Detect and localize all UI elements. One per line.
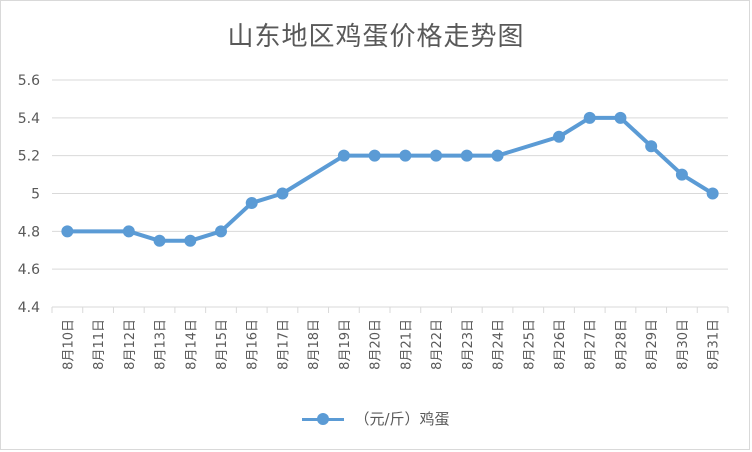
data-point [184,234,197,247]
x-tick-label: 8月28日 [614,319,629,370]
x-tick-label: 8月13日 [154,319,169,370]
chart-title: 山东地区鸡蛋价格走势图 [227,22,525,52]
data-point [153,234,166,247]
x-tick-label: 8月17日 [276,319,291,370]
data-point [706,187,719,200]
data-point [368,149,381,162]
x-tick-label: 8月14日 [184,319,199,370]
data-point [276,187,289,200]
x-tick-label: 8月27日 [584,319,599,370]
y-tick-label: 4.8 [18,224,40,240]
x-tick-label: 8月15日 [215,319,230,370]
data-point [245,196,258,209]
x-tick-label: 8月11日 [92,319,107,370]
data-point [215,225,227,238]
y-tick-label: 4.4 [18,300,40,316]
data-point [645,140,658,153]
x-tick-label: 8月21日 [399,319,414,370]
data-point [337,149,350,162]
y-tick-label: 4.6 [18,262,40,278]
x-tick-label: 8月30日 [676,319,691,370]
y-tick-label: 5.6 [18,73,40,89]
y-tick-label: 5 [31,187,40,203]
x-tick-label: 8月22日 [430,319,445,370]
x-tick-label: 8月23日 [461,319,476,370]
x-tick-label: 8月19日 [338,319,353,370]
x-tick-label: 8月20日 [369,319,384,370]
legend-point-marker [317,412,330,425]
x-tick-label: 8月25日 [522,319,537,370]
x-tick-label: 8月31日 [707,319,722,370]
data-point [430,149,443,162]
x-tick-label: 8月16日 [246,319,261,370]
data-point [61,225,74,238]
data-point [553,130,565,143]
data-point [491,149,504,162]
data-point [460,149,473,162]
legend-label: （元/斤）鸡蛋 [354,410,450,428]
x-tick-label: 8月10日 [61,319,76,370]
x-tick-label: 8月24日 [492,319,507,370]
data-point [583,111,596,124]
y-tick-label: 5.2 [18,149,40,165]
legend-swatch [302,412,345,425]
data-point [399,149,412,162]
data-point [614,111,627,124]
data-point [675,168,688,181]
x-tick-label: 8月12日 [123,319,138,370]
series-line [65,115,715,243]
x-tick-label: 8月18日 [307,319,322,370]
data-point [122,225,135,238]
y-tick-label: 5.4 [18,111,40,127]
x-tick-label: 8月26日 [553,319,568,370]
legend: （元/斤）鸡蛋 [0,408,752,429]
x-tick-label: 8月29日 [645,319,660,370]
